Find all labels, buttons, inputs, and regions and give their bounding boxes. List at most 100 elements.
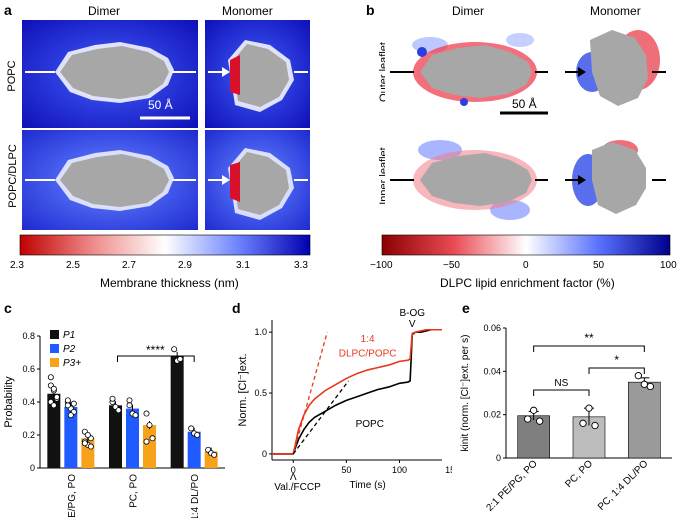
c-point: [84, 431, 91, 438]
c-legend-swatch: [50, 330, 59, 339]
panel-d-label: d: [232, 300, 241, 316]
c-point: [50, 402, 57, 409]
cb-a-tick-4: 3.1: [236, 260, 250, 271]
e-bar: [628, 381, 661, 459]
map-b-outer-monomer: [560, 20, 670, 122]
c-bar: [187, 431, 201, 468]
c-point: [188, 425, 195, 432]
c-bar: [143, 425, 156, 468]
d-ytick-label: 0.5: [254, 388, 267, 398]
c-point: [70, 400, 77, 407]
panel-c-chart: 0 0.2 0.4 0.6 0.8 Probability 2:1 PE/PG, PO PC,…: [3, 330, 225, 518]
c-point: [67, 412, 74, 419]
e-ytick-label: 0: [496, 453, 501, 463]
e-point: [530, 406, 538, 414]
c-point: [126, 402, 133, 409]
d-annot-valfccp: Val./FCCP: [274, 482, 321, 493]
c-point: [146, 422, 153, 429]
e-point: [591, 421, 599, 430]
d-series-dlpc-label2: DLPC/POPC: [339, 349, 397, 360]
c-point: [149, 435, 156, 442]
e-sig-2star-bracket: [533, 345, 645, 352]
e-point: [524, 415, 532, 423]
d-ytick-label: 0: [262, 449, 267, 459]
e-point: [585, 404, 593, 412]
d-xtick-label: 100: [392, 465, 407, 475]
c-point: [87, 443, 94, 450]
c-legend-label: P1: [63, 330, 75, 341]
d-xtick-label: 150: [445, 465, 452, 475]
panel-a-title-dimer: Dimer: [88, 4, 120, 18]
c-point: [53, 394, 60, 401]
panel-a-title-monomer: Monomer: [222, 4, 273, 18]
panel-b-scale-bar-label: 50 Å: [512, 97, 537, 111]
c-point: [143, 410, 150, 417]
e-point: [634, 372, 642, 380]
cb-b-tick-4: 100: [660, 260, 677, 271]
cb-b-tick-3: 50: [593, 260, 605, 271]
panel-a-maps: [22, 20, 310, 230]
e-point: [579, 419, 587, 427]
e-sig-star-bracket: [588, 367, 645, 374]
d-series-popc-label: POPC: [356, 419, 384, 430]
c-point: [47, 374, 54, 381]
c-point: [126, 397, 133, 404]
cb-b-label: DLPC lipid enrichment factor (%): [440, 276, 615, 290]
panel-b-title-monomer: Monomer: [590, 4, 641, 18]
map-a-popc-dimer: [22, 20, 198, 128]
e-bar: [517, 415, 550, 459]
d-series-dlpc-label1: 1:4: [361, 334, 375, 345]
c-point: [50, 385, 57, 392]
cb-a-tick-0: 2.3: [10, 260, 24, 271]
e-sig-2star: **: [584, 331, 594, 345]
panel-e-chart: 0 0.02 0.04 0.06 kinit (norm. [Cl⁻]ext. per …: [460, 323, 672, 514]
map-a-mix-dimer: [22, 130, 198, 230]
e-xtick-label: PC, PO: [563, 458, 595, 490]
map-b-inner-monomer: [560, 130, 670, 232]
e-sig-star: *: [614, 353, 619, 367]
cb-b-tick-2: 0: [523, 260, 529, 271]
cb-a-tick-3: 2.9: [178, 260, 192, 271]
c-point: [115, 407, 122, 414]
e-point: [536, 417, 544, 425]
d-ylabel: Norm. [Cl⁻]ext.: [237, 353, 249, 426]
d-slope-popc: [292, 380, 350, 455]
c-sig-bracket: [117, 355, 195, 362]
c-point: [194, 431, 201, 438]
c-bar: [64, 406, 78, 468]
cb-b-tick-0: −100: [370, 260, 393, 271]
panel-b-title-dimer: Dimer: [452, 4, 484, 18]
c-legend-swatch: [50, 344, 59, 353]
c-point: [132, 412, 139, 419]
c-point: [143, 438, 150, 445]
panel-a-scale-bar-label: 50 Å: [148, 98, 173, 112]
e-point: [646, 382, 654, 391]
c-ytick-label: 0.4: [22, 397, 35, 407]
c-bar: [47, 393, 61, 468]
c-point: [81, 440, 88, 447]
c-bar: [126, 408, 139, 468]
c-ytick-label: 0.2: [22, 430, 35, 440]
cb-a-tick-2: 2.7: [122, 260, 136, 271]
d-annot-caret: Λ: [290, 472, 297, 483]
d-xtick-label: 0: [291, 465, 296, 475]
c-legend-swatch: [50, 358, 59, 367]
d-xlabel: Time (s): [349, 480, 385, 491]
c-sig-label: ****: [146, 343, 165, 357]
c-point: [109, 395, 116, 402]
e-ytick-label: 0.06: [483, 323, 501, 333]
c-ytick-label: 0.6: [22, 364, 35, 374]
c-ytick-label: 0.8: [22, 331, 35, 341]
c-legend-label: P3+: [63, 358, 81, 369]
c-xtick-label: PC, 1:4 DL/PO: [190, 474, 201, 518]
c-xtick-label: PC, PO: [129, 474, 140, 508]
map-b-outer-dimer: [385, 20, 550, 122]
d-ytick-label: 1.0: [254, 327, 267, 337]
c-ylabel: Probability: [3, 376, 15, 428]
cb-a-tick-1: 2.5: [66, 260, 80, 271]
panel-b-label: b: [366, 2, 375, 18]
panel-c-label: c: [4, 300, 12, 316]
panel-b-colorbar: [381, 234, 671, 256]
panel-e-label: e: [462, 300, 470, 316]
c-point: [64, 397, 71, 404]
